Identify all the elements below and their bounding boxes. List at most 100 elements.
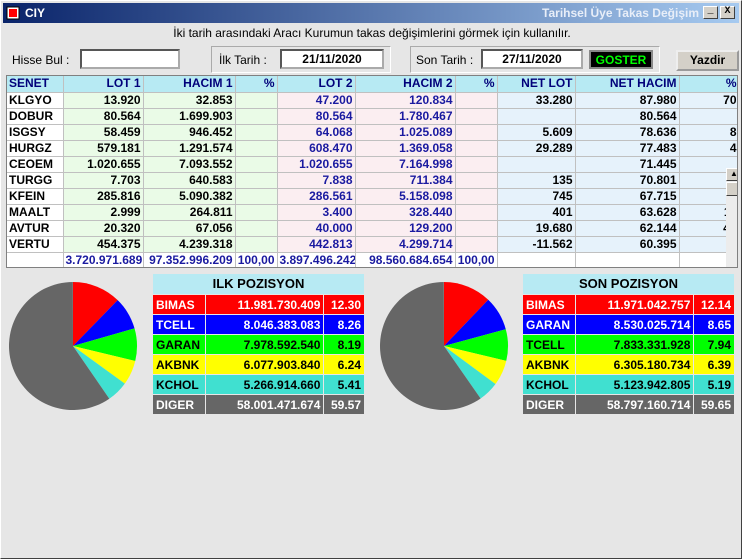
table-row[interactable]: KFEIN 285.816 5.090.382 286.561 5.158.098 745… bbox=[7, 188, 737, 205]
position-name: DIGER bbox=[152, 394, 206, 415]
table-cell: 129.200 bbox=[355, 220, 456, 237]
pie-slice-bimas bbox=[444, 282, 489, 346]
table-cell bbox=[455, 92, 498, 109]
position-row: KCHOL 5.123.942.805 5.19 bbox=[522, 374, 735, 395]
total-cell bbox=[7, 252, 64, 267]
table-cell: 47.200 bbox=[277, 92, 356, 109]
minimize-button[interactable]: _ bbox=[703, 6, 718, 19]
arrow-up-icon[interactable]: ▲ bbox=[726, 168, 737, 181]
table-cell: 454.375 bbox=[63, 236, 144, 253]
data-grid[interactable]: SENET LOT 1 HACIM 1% LOT 2 HACIM 2% NET LOT NE… bbox=[6, 75, 738, 268]
table-cell bbox=[235, 140, 278, 157]
grid-header-cell[interactable]: NET LOT bbox=[497, 76, 576, 93]
table-cell bbox=[497, 156, 576, 173]
table-cell: 285.816 bbox=[63, 188, 144, 205]
print-button[interactable]: Yazdir bbox=[676, 50, 739, 71]
table-cell bbox=[455, 204, 498, 221]
vertical-scrollbar[interactable]: ▲ ▼ bbox=[726, 168, 737, 267]
position-name: KCHOL bbox=[152, 374, 206, 395]
grid-header-cell[interactable]: LOT 1 bbox=[63, 76, 144, 93]
table-cell: 77.483 bbox=[575, 140, 680, 157]
table-cell: 62.144 bbox=[575, 220, 680, 237]
position-name: TCELL bbox=[522, 334, 576, 355]
table-cell: 1.025.089 bbox=[355, 124, 456, 141]
son-pie-chart bbox=[380, 282, 508, 410]
table-cell: 1.369.058 bbox=[355, 140, 456, 157]
son-date-label: Son Tarih : bbox=[416, 53, 474, 67]
grid-header-cell[interactable]: NET HACIM bbox=[575, 76, 680, 93]
grid-header-cell[interactable]: HACIM 2 bbox=[355, 76, 456, 93]
table-cell: 135 bbox=[497, 172, 576, 189]
window-title: CIY bbox=[25, 6, 46, 20]
table-cell: 40.000 bbox=[277, 220, 356, 237]
table-cell: 2.999 bbox=[63, 204, 144, 221]
hisse-search-input[interactable] bbox=[80, 49, 180, 69]
table-cell: 1.699.903 bbox=[143, 108, 236, 125]
table-cell bbox=[679, 156, 737, 173]
table-row[interactable]: DOBUR 80.564 1.699.903 80.564 1.780.467 80.56… bbox=[7, 108, 737, 125]
table-cell: 120.834 bbox=[355, 92, 456, 109]
table-cell bbox=[455, 108, 498, 125]
position-value: 5.123.942.805 bbox=[574, 374, 695, 395]
pie-slice-garan bbox=[73, 328, 137, 361]
table-cell bbox=[679, 108, 737, 125]
table-cell: CEOEM bbox=[7, 156, 64, 173]
table-row[interactable]: CEOEM 1.020.655 7.093.552 1.020.655 7.164.99… bbox=[7, 156, 737, 173]
app-icon bbox=[5, 5, 21, 21]
scroll-thumb[interactable] bbox=[726, 182, 737, 196]
table-cell bbox=[235, 220, 278, 237]
grid-header-cell[interactable]: SENET bbox=[7, 76, 64, 93]
position-value: 8.530.025.714 bbox=[574, 314, 695, 335]
table-cell: 67.056 bbox=[143, 220, 236, 237]
son-table: BIMAS 11.971.042.757 12.14 GARAN 8.530.025.7… bbox=[522, 294, 735, 415]
table-cell: 7.093.552 bbox=[143, 156, 236, 173]
ilk-table: BIMAS 11.981.730.409 12.30 TCELL 8.046.383.0… bbox=[152, 294, 365, 415]
window-caption: Tarihsel Üye Takas Değişim bbox=[542, 6, 699, 20]
table-row[interactable]: KLGYO 13.920 32.853 47.200 120.834 33.280 87.9… bbox=[7, 92, 737, 109]
table-cell bbox=[455, 124, 498, 141]
table-cell: 70.801 bbox=[575, 172, 680, 189]
table-cell: 5.158.098 bbox=[355, 188, 456, 205]
grid-header-cell[interactable]: % bbox=[235, 76, 278, 93]
grid-header-cell[interactable]: HACIM 1 bbox=[143, 76, 236, 93]
table-cell: 608.470 bbox=[277, 140, 356, 157]
table-cell: VERTU bbox=[7, 236, 64, 253]
close-button[interactable]: X bbox=[720, 6, 735, 19]
table-cell: 64.068 bbox=[277, 124, 356, 141]
table-row[interactable]: ISGSY 58.459 946.452 64.068 1.025.089 5.609 78… bbox=[7, 124, 737, 141]
table-cell: 29.289 bbox=[497, 140, 576, 157]
table-row[interactable]: VERTU 454.375 4.239.318 442.813 4.299.714 -11… bbox=[7, 236, 737, 253]
table-cell: 5.090.382 bbox=[143, 188, 236, 205]
table-cell: 286.561 bbox=[277, 188, 356, 205]
position-row: TCELL 8.046.383.083 8.26 bbox=[152, 314, 365, 335]
table-row[interactable]: HURGZ 579.181 1.291.574 608.470 1.369.058 29.… bbox=[7, 140, 737, 157]
pie-slice-akbnk bbox=[444, 346, 507, 385]
table-cell: TURGG bbox=[7, 172, 64, 189]
grid-header-cell[interactable]: % bbox=[455, 76, 498, 93]
son-date-field[interactable]: 27/11/2020 bbox=[481, 49, 583, 69]
goster-button[interactable]: GOSTER bbox=[589, 50, 653, 69]
position-row: BIMAS 11.981.730.409 12.30 bbox=[152, 294, 365, 315]
grid-header-row: SENET LOT 1 HACIM 1% LOT 2 HACIM 2% NET LOT NE… bbox=[7, 76, 737, 93]
grid-header-cell[interactable]: LOT 2 bbox=[277, 76, 356, 93]
table-cell: 401 bbox=[497, 204, 576, 221]
table-row[interactable]: AVTUR 20.320 67.056 40.000 129.200 19.680 62.1… bbox=[7, 220, 737, 237]
ilk-title: ILK POZISYON bbox=[153, 274, 364, 294]
pie-slice-bimas bbox=[73, 282, 118, 346]
title-bar[interactable]: CIY Tarihsel Üye Takas Değişim _ X bbox=[3, 3, 739, 23]
position-value: 58.797.160.714 bbox=[574, 394, 695, 415]
table-cell bbox=[235, 188, 278, 205]
total-cell: 100,00 bbox=[235, 252, 278, 267]
ilk-date-field[interactable]: 21/11/2020 bbox=[280, 49, 384, 69]
table-cell: 32.853 bbox=[143, 92, 236, 109]
total-cell: 98.560.684.654 bbox=[355, 252, 456, 267]
position-value: 5.266.914.660 bbox=[204, 374, 325, 395]
position-pct: 59.57 bbox=[323, 394, 365, 415]
table-cell bbox=[235, 236, 278, 253]
table-cell: 7.703 bbox=[63, 172, 144, 189]
table-cell: 8 bbox=[679, 124, 737, 141]
grid-header-cell[interactable]: % bbox=[679, 76, 737, 93]
total-cell: 100,00 bbox=[455, 252, 498, 267]
